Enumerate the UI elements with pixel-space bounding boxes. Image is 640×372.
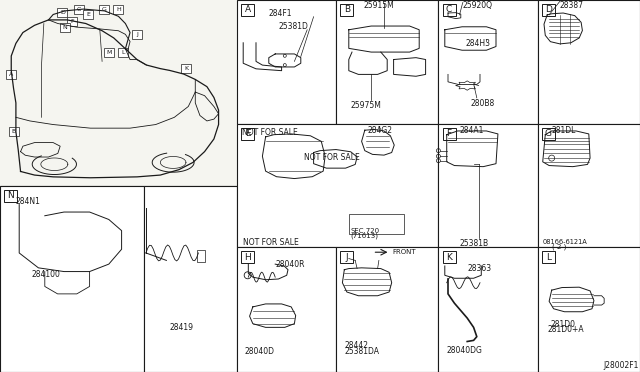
- Text: 284H3: 284H3: [466, 39, 491, 48]
- Bar: [542, 128, 555, 140]
- Bar: [438, 0, 538, 124]
- Text: E: E: [244, 129, 250, 138]
- Text: 284A1: 284A1: [460, 126, 484, 135]
- Bar: [104, 48, 114, 57]
- Bar: [99, 4, 109, 13]
- Text: NOT FOR SALE: NOT FOR SALE: [242, 128, 298, 137]
- Text: 280B8: 280B8: [470, 99, 495, 108]
- Text: A: A: [9, 71, 13, 77]
- Bar: [336, 247, 438, 372]
- Text: 28040R: 28040R: [275, 260, 305, 269]
- Bar: [443, 251, 456, 263]
- Text: A: A: [244, 5, 251, 14]
- Text: 28363: 28363: [467, 264, 492, 273]
- Bar: [144, 186, 237, 372]
- Bar: [0, 186, 144, 372]
- Text: 284F1: 284F1: [269, 9, 292, 17]
- Text: H: H: [116, 7, 121, 12]
- Bar: [241, 251, 254, 263]
- Bar: [181, 64, 191, 73]
- Text: B: B: [12, 129, 16, 134]
- Text: 28387: 28387: [560, 1, 584, 10]
- Text: ( 2 ): ( 2 ): [552, 244, 566, 250]
- Bar: [60, 23, 70, 32]
- Bar: [4, 190, 17, 202]
- Text: 25381DA: 25381DA: [344, 347, 380, 356]
- Text: 281D0+A: 281D0+A: [548, 325, 584, 334]
- Text: H: H: [244, 253, 251, 262]
- Text: B: B: [344, 5, 350, 14]
- Bar: [538, 247, 640, 372]
- Text: G: G: [545, 129, 552, 138]
- Text: J: J: [136, 32, 138, 37]
- Bar: [237, 0, 336, 124]
- Bar: [83, 10, 93, 19]
- Text: 281DL: 281DL: [552, 126, 576, 135]
- Text: J: J: [346, 253, 348, 262]
- Text: M: M: [106, 50, 112, 55]
- Text: D: D: [60, 10, 65, 15]
- Text: 28040DG: 28040DG: [447, 346, 483, 355]
- Bar: [538, 124, 640, 247]
- Text: C: C: [77, 7, 81, 12]
- Text: E: E: [86, 12, 90, 17]
- Bar: [340, 4, 353, 16]
- Text: N: N: [7, 191, 14, 200]
- Bar: [336, 0, 438, 124]
- Bar: [542, 4, 555, 16]
- Text: 284100: 284100: [32, 270, 61, 279]
- Bar: [538, 0, 640, 124]
- Bar: [8, 127, 19, 136]
- Text: 25920Q: 25920Q: [463, 1, 493, 10]
- Text: 08166-6121A: 08166-6121A: [543, 239, 588, 245]
- Text: 284N1: 284N1: [16, 197, 41, 206]
- Bar: [58, 8, 67, 17]
- Text: F: F: [70, 19, 74, 24]
- Bar: [438, 124, 538, 247]
- Bar: [113, 4, 124, 13]
- Text: N: N: [63, 25, 67, 30]
- Text: 28442: 28442: [344, 341, 369, 350]
- Text: 28419: 28419: [170, 323, 194, 331]
- Text: D: D: [545, 5, 552, 14]
- Bar: [197, 250, 205, 262]
- Bar: [443, 128, 456, 140]
- Text: 25915M: 25915M: [364, 1, 394, 10]
- Text: 28040D: 28040D: [244, 347, 275, 356]
- Bar: [542, 251, 555, 263]
- Bar: [237, 247, 336, 372]
- Text: J28002F1: J28002F1: [604, 361, 639, 370]
- Bar: [241, 128, 254, 140]
- Bar: [438, 247, 538, 372]
- Bar: [443, 4, 456, 16]
- Bar: [67, 17, 77, 26]
- Bar: [349, 214, 404, 234]
- Text: NOT FOR SALE: NOT FOR SALE: [243, 238, 299, 247]
- Bar: [6, 70, 16, 78]
- Bar: [340, 251, 353, 263]
- Text: 284G2: 284G2: [368, 126, 393, 135]
- Bar: [74, 4, 84, 13]
- Text: F: F: [447, 129, 452, 138]
- Text: 25975M: 25975M: [351, 101, 381, 110]
- Text: C: C: [446, 5, 452, 14]
- Text: L: L: [546, 253, 551, 262]
- Text: 25381D: 25381D: [278, 22, 308, 31]
- Text: L: L: [122, 50, 125, 55]
- Bar: [241, 4, 254, 16]
- Bar: [237, 124, 438, 247]
- Text: 25381B: 25381B: [460, 239, 489, 248]
- Text: K: K: [446, 253, 452, 262]
- Text: NOT FOR SALE: NOT FOR SALE: [304, 153, 360, 161]
- Text: FRONT: FRONT: [392, 249, 416, 255]
- Text: G: G: [102, 7, 107, 12]
- Bar: [118, 48, 128, 57]
- Bar: [132, 30, 142, 39]
- Text: K: K: [184, 66, 188, 71]
- Text: (71613): (71613): [351, 232, 379, 239]
- Text: SEC.720: SEC.720: [351, 228, 380, 234]
- Text: 281D0: 281D0: [550, 320, 575, 329]
